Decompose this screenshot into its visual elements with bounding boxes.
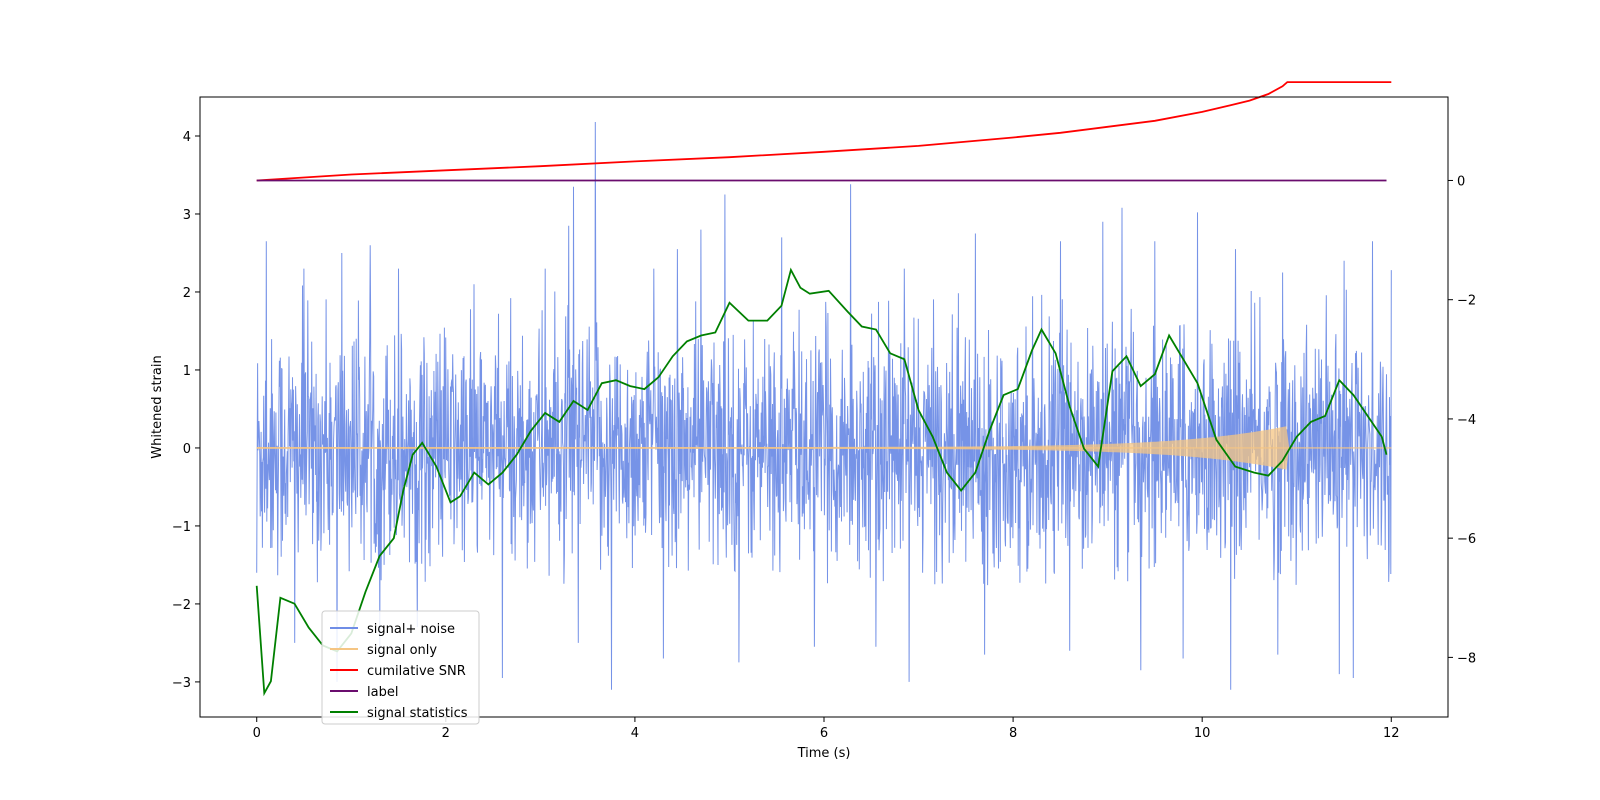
x-tick-label: 0 <box>253 726 261 741</box>
y-right-tick-label: −4 <box>1457 413 1476 428</box>
y-axis-right: −8 −6 −4 −2 0 <box>1448 174 1476 666</box>
y-tick-label: −1 <box>172 520 191 535</box>
legend-entries: signal+ noise signal only cumilative SNR la… <box>330 622 468 721</box>
y-right-tick-label: 0 <box>1457 174 1465 189</box>
series-signal-plus-noise <box>256 121 1392 690</box>
legend-signal-only-label: signal only <box>367 643 437 658</box>
series-cumulative-snr <box>256 81 1392 182</box>
y-axis-label: Whitened strain <box>150 355 165 458</box>
y-tick-label: 2 <box>183 286 191 301</box>
y-tick-label: 0 <box>183 442 191 457</box>
y-tick-label: 4 <box>183 130 191 145</box>
y-right-tick-label: −8 <box>1457 651 1476 666</box>
legend-signal-plus-noise-label: signal+ noise <box>367 622 455 637</box>
x-tick-label: 10 <box>1194 726 1211 741</box>
x-tick-label: 12 <box>1383 726 1400 741</box>
x-tick-label: 6 <box>820 726 828 741</box>
legend-box <box>321 610 480 725</box>
series-signal-statistics <box>255 267 1388 697</box>
legend-label-label: label <box>367 685 398 700</box>
x-tick-label: 4 <box>631 726 639 741</box>
x-axis: 0 2 4 6 8 10 12 <box>253 717 1400 741</box>
y-tick-label: 1 <box>183 364 191 379</box>
x-tick-label: 8 <box>1009 726 1017 741</box>
y-right-tick-label: −6 <box>1457 532 1476 547</box>
y-right-tick-label: −2 <box>1457 294 1476 309</box>
legend-cumulative-snr-label: cumilative SNR <box>367 664 466 679</box>
y-tick-label: −2 <box>172 598 191 613</box>
legend-signal-statistics-label: signal statistics <box>367 706 468 721</box>
legend[interactable]: signal+ noise signal only cumilative SNR la… <box>321 610 480 725</box>
plot-series <box>255 81 1392 697</box>
x-axis-label: Time (s) <box>797 746 851 761</box>
y-tick-label: −3 <box>172 676 191 691</box>
y-tick-label: 3 <box>183 208 191 223</box>
x-tick-label: 2 <box>442 726 450 741</box>
y-axis-left: −3 −2 −1 0 1 2 3 4 <box>172 130 200 691</box>
